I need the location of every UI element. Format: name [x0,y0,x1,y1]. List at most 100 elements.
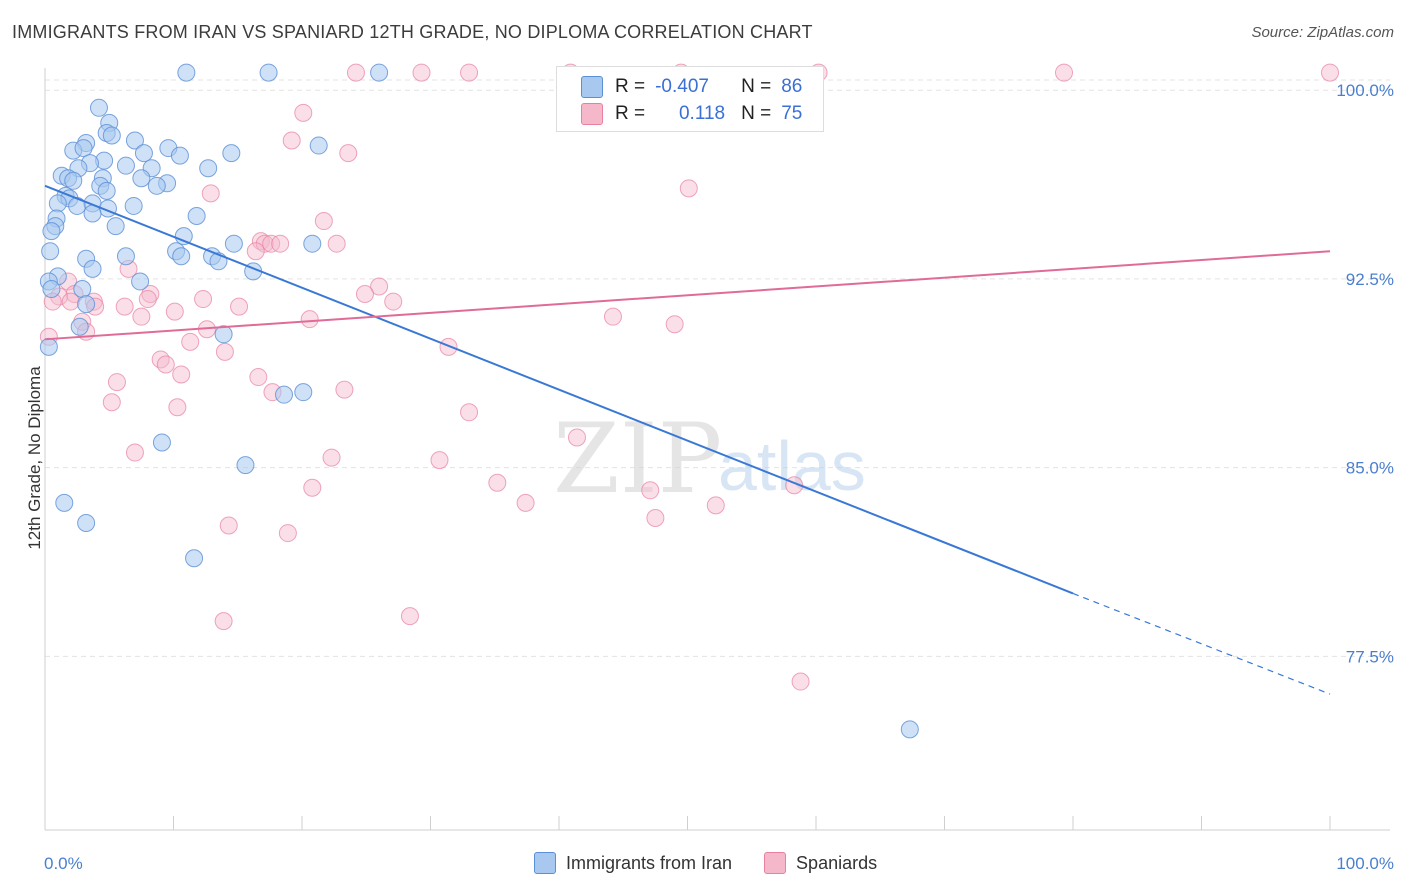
legend-n-value: 75 [781,103,803,124]
spaniards-point [567,428,586,447]
trend-lines [44,184,1331,695]
spaniards-point [246,242,265,261]
iran-point [64,171,83,190]
spaniards-point [194,290,213,309]
spaniards-point [641,481,660,500]
spaniards-point [141,285,160,304]
spaniards-point [516,493,535,512]
iran-point [187,207,206,226]
spaniards-point [679,179,698,198]
iran-point [48,194,67,213]
spaniards-point [172,365,191,384]
iran-point [259,63,278,82]
series-legend-swatch-spaniards [764,852,787,874]
legend-swatch-iran [581,76,603,98]
spaniards-point [271,234,290,253]
spaniards-point [339,144,358,163]
spaniards-point [102,393,121,412]
iran-point [124,196,143,215]
tick-labels: 100.0% 92.5% 85.0% 77.5% 0.0% 100.0% [44,81,1394,873]
iran-points [39,63,919,739]
spaniards-point [151,350,170,369]
series-legend: Immigrants from Iran Spaniards [534,852,877,874]
spaniards-point [165,302,184,321]
iran-point [309,136,328,155]
iran-point [125,131,144,150]
spaniards-point [201,184,220,203]
y-tick-label: 100.0% [1336,81,1394,100]
iran-point [177,63,196,82]
iran-point [224,234,243,253]
legend-r-value: 0.118 [678,103,726,124]
legend-r-value: -0.407 [655,76,709,97]
iran-point [116,247,135,266]
spaniards-point [314,212,333,231]
iran-point [147,176,166,195]
iran-point [303,234,322,253]
spaniards-point [665,315,684,334]
legend-r-label: R = [615,103,646,124]
iran-point [42,279,61,298]
spaniards-point [460,403,479,422]
spaniards-point [1055,63,1074,82]
iran-trend-line [44,184,1074,595]
spaniards-point [249,368,268,387]
iran-point [97,181,116,200]
y-tick-label: 85.0% [1346,459,1394,478]
spaniards-point [430,451,449,470]
iran-point [77,514,96,533]
axes [44,68,1390,831]
iran-point [174,227,193,246]
iran-point [222,144,241,163]
iran-point [106,217,125,236]
spaniards-point [156,355,175,374]
spaniards-point [303,478,322,497]
iran-point [77,295,96,314]
spaniards-point [460,63,479,82]
spaniards-point [384,292,403,311]
iran-point [116,156,135,175]
chart-title: IMMIGRANTS FROM IRAN VS SPANIARD 12TH GR… [12,22,813,42]
watermark-atlas: atlas [718,427,866,505]
iran-point [39,337,58,356]
legend-r-label: R = [615,76,646,97]
series-legend-label-spaniards: Spaniards [796,852,878,873]
legend-swatch-spaniards [581,103,603,125]
iran-point [70,317,89,336]
spaniards-point [282,131,301,150]
spaniards-point [412,63,431,82]
source-label: Source: ZipAtlas.com [1251,24,1394,41]
spaniards-point [355,285,374,304]
iran-point [83,259,102,278]
y-tick-label: 92.5% [1346,270,1394,289]
spaniards-point [346,63,365,82]
spaniards-point [278,524,297,543]
spaniards-point [335,380,354,399]
spaniards-point [214,612,233,631]
iran-point [275,385,294,404]
spaniards-point [603,307,622,326]
gridlines [45,79,1390,657]
iran-point [152,433,171,452]
iran-point [131,272,150,291]
spaniards-point [706,496,725,515]
spaniards-point [230,297,249,316]
spaniards-point [132,307,151,326]
x-tick-label-min: 0.0% [44,854,83,873]
spaniards-point [255,234,274,253]
iran-point [185,549,204,568]
iran-point [74,139,93,158]
spaniards-point [219,516,238,535]
series-legend-swatch-iran [534,852,556,874]
iran-point [199,159,218,178]
iran-point [172,247,191,266]
spaniards-point [125,443,144,462]
x-tick-label-max: 100.0% [1336,854,1394,873]
iran-point [102,126,121,145]
iran-point [900,720,919,739]
spaniards-point [370,277,389,296]
spaniards-point [322,448,341,467]
legend-row-iran: R = -0.407 N = 86 [581,75,802,99]
spaniards-point [1321,63,1339,82]
